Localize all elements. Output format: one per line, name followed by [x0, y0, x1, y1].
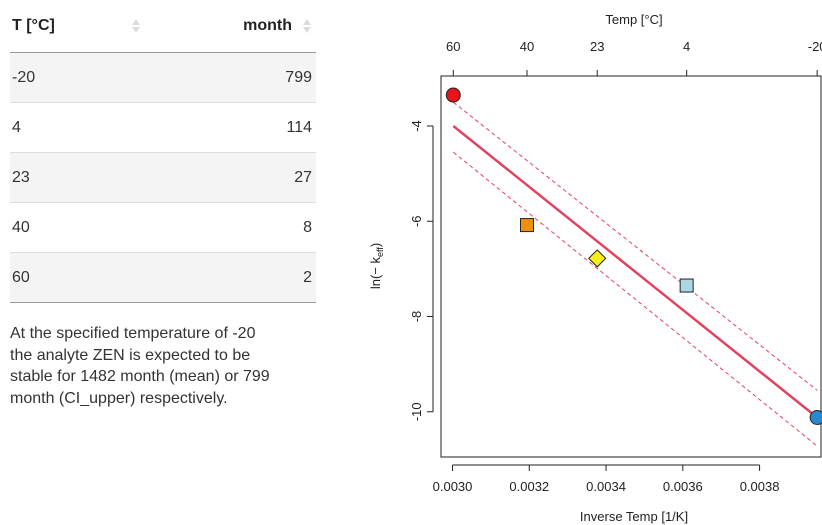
- summary-line: At the specified temperature of -20: [10, 325, 256, 342]
- y-axis-title-subscript: eff: [375, 247, 385, 257]
- top-tick-label: 23: [590, 39, 604, 54]
- ci-upper-line: [452, 101, 818, 391]
- table-cell-temperature: 23: [10, 152, 127, 203]
- x-tick-label: 0.0032: [509, 479, 549, 494]
- data-point-square: [679, 278, 694, 293]
- table-cell-temperature: 40: [10, 202, 127, 253]
- summary-line: stable for 1482 month (mean) or 799: [10, 368, 270, 385]
- table-row: 4 114: [10, 102, 316, 153]
- table-cell-month: 799: [126, 52, 316, 103]
- top-tick-label: 60: [446, 39, 460, 54]
- y-axis-title-main: ln(− k: [368, 257, 383, 290]
- table-cell-temperature: 4: [10, 102, 127, 153]
- top-tick-label: -20: [808, 39, 822, 54]
- table-cell-month: 114: [126, 102, 316, 153]
- y-tick-label: -10: [409, 402, 424, 421]
- top-axis-title: Temp [°C]: [605, 12, 662, 27]
- y-axis-title-close: ): [368, 243, 383, 247]
- summary-line: the analyte ZEN is expected to be: [10, 346, 251, 364]
- table-row: 40 8: [10, 202, 316, 253]
- y-tick-label: -4: [409, 120, 424, 132]
- data-point-circle: [445, 87, 461, 103]
- chart-layer: 0.0030 0.0032 0.0034 0.0036 0.0038 60 40 23 4 -20…: [409, 39, 822, 494]
- summary-line: month (CI_upper) respectively.: [10, 389, 228, 407]
- table-header-row: T [°C] month: [10, 0, 316, 53]
- left-panel: T [°C] month: [10, 0, 316, 407]
- x-tick-label: 0.0036: [663, 479, 703, 494]
- sort-arrows-icon[interactable]: [302, 16, 312, 36]
- column-header-label: T [°C]: [12, 17, 55, 34]
- results-table: T [°C] month: [10, 0, 316, 303]
- ci-lower-line: [452, 151, 818, 447]
- top-tick-label: 40: [520, 39, 534, 54]
- data-point-circle: [809, 409, 822, 425]
- table-cell-temperature: 60: [10, 252, 127, 303]
- data-point-square: [519, 218, 534, 233]
- y-axis-title: ln(− keff): [368, 243, 385, 289]
- column-header-month[interactable]: month: [126, 0, 316, 53]
- table-cell-month: 27: [126, 152, 316, 203]
- table-row: 23 27: [10, 152, 316, 203]
- y-tick-label: -8: [409, 311, 424, 323]
- table-cell-month: 8: [126, 202, 316, 253]
- x-tick-label: 0.0030: [433, 479, 473, 494]
- top-tick-label: 4: [683, 39, 690, 54]
- x-tick-label: 0.0034: [586, 479, 626, 494]
- plot-frame: [440, 75, 822, 458]
- y-tick-label: -6: [409, 215, 424, 227]
- data-point-diamond: [588, 249, 607, 268]
- stability-summary: At the specified temperature of -20 the …: [10, 323, 320, 409]
- table-cell-month: 2: [126, 252, 316, 303]
- table-cell-temperature: -20: [10, 52, 127, 103]
- table-row: 60 2: [10, 252, 316, 303]
- table-row: -20 799: [10, 52, 316, 103]
- column-header-label: month: [243, 17, 292, 34]
- regression-line: [452, 125, 818, 419]
- x-tick-label: 0.0038: [740, 479, 780, 494]
- x-axis-title: Inverse Temp [1/K]: [580, 509, 688, 524]
